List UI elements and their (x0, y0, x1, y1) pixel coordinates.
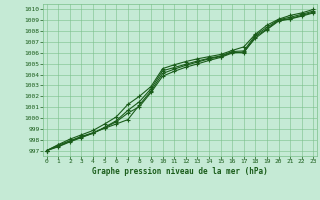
X-axis label: Graphe pression niveau de la mer (hPa): Graphe pression niveau de la mer (hPa) (92, 167, 268, 176)
